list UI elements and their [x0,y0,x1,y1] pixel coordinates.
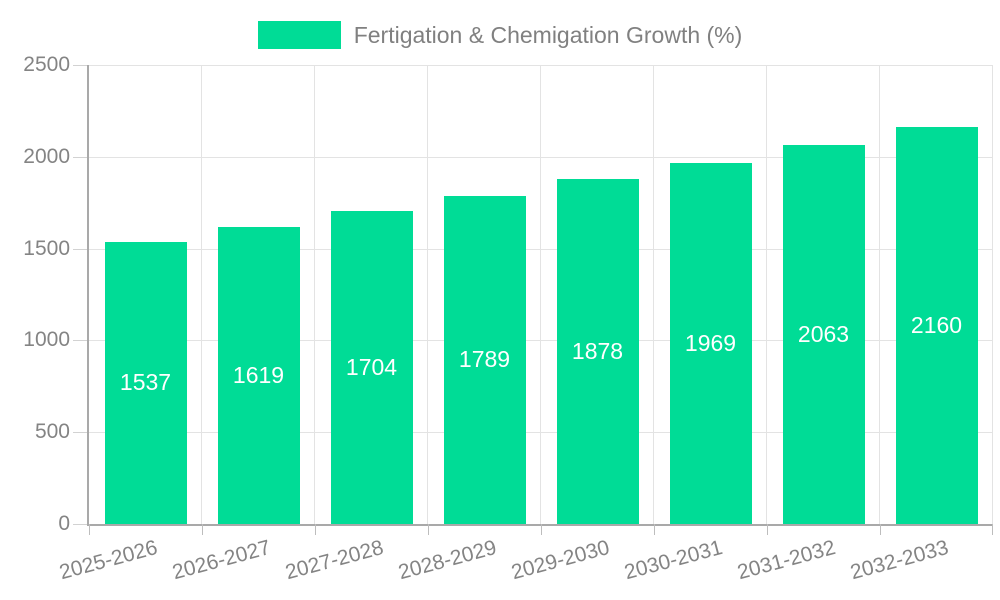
y-axis-tick [73,248,87,250]
legend-label[interactable]: Fertigation & Chemigation Growth (%) [353,21,743,48]
bar-value-label: 2063 [797,321,850,348]
x-axis-tick-label: 2025-2026 [56,536,160,585]
x-axis-tick [992,524,993,535]
x-axis-tick [880,524,881,535]
bar: 1878 [556,179,639,524]
bar-value-label: 1704 [345,354,398,381]
y-axis-line [87,65,89,524]
bar: 2160 [895,127,978,524]
bar: 1789 [443,195,526,524]
y-gridline [89,340,993,342]
y-axis-tick [73,524,87,525]
x-axis-tick-label: 2030-2031 [621,536,725,585]
bar: 1537 [104,241,187,524]
y-axis-tick [73,432,87,434]
y-axis-tick [73,156,87,158]
x-axis-tick-label: 2032-2033 [847,536,951,585]
y-axis-tick-label: 1000 [23,328,70,352]
x-gridline [540,65,541,524]
x-axis-tick [202,524,203,535]
x-gridline [766,65,767,524]
chart-legend: Fertigation & Chemigation Growth (%) [0,21,1000,49]
x-axis-tick [541,524,542,535]
bar: 1704 [330,211,413,524]
x-axis-tick-label: 2028-2029 [395,536,499,585]
x-axis-tick [89,524,90,535]
x-gridline [653,65,654,524]
bar-value-label: 1878 [571,338,624,365]
x-axis-tick [315,524,316,535]
y-axis-tick-label: 500 [34,420,70,444]
plot-area: 0 500 1000 1500 2000 2500 1537 2025-2026 1619 202… [23,53,993,584]
bar-value-label: 1969 [684,329,737,356]
x-gridline [992,65,993,524]
bar: 2063 [782,145,865,524]
x-axis-tick-label: 2027-2028 [282,536,386,585]
x-axis-tick [428,524,429,535]
y-axis-tick-label: 2500 [23,53,70,76]
x-gridline [314,65,315,524]
x-axis-tick-label: 2029-2030 [508,536,612,585]
y-gridline [89,65,993,66]
x-axis-tick-label: 2031-2032 [734,536,838,585]
x-gridline [427,65,428,524]
y-axis-tick [73,340,87,342]
bar-value-label: 2160 [910,312,963,339]
x-gridline [201,65,202,524]
bar: 1619 [217,226,300,524]
y-gridline [89,432,993,434]
x-axis-line [87,524,993,526]
y-axis-tick-label: 0 [58,512,70,535]
y-gridline [89,156,993,158]
x-axis-tick-label: 2026-2027 [169,536,273,585]
x-axis-tick [767,524,768,535]
y-gridline [89,248,993,250]
bar: 1969 [669,162,752,524]
y-axis-tick [73,65,87,66]
x-axis-tick [654,524,655,535]
legend-swatch[interactable] [257,21,341,49]
bar-value-label: 1537 [119,369,172,396]
y-axis-tick-label: 2000 [23,144,70,168]
x-gridline [879,65,880,524]
y-axis-tick-label: 1500 [23,236,70,260]
bar-value-label: 1619 [232,361,285,388]
bar-value-label: 1789 [458,346,511,373]
